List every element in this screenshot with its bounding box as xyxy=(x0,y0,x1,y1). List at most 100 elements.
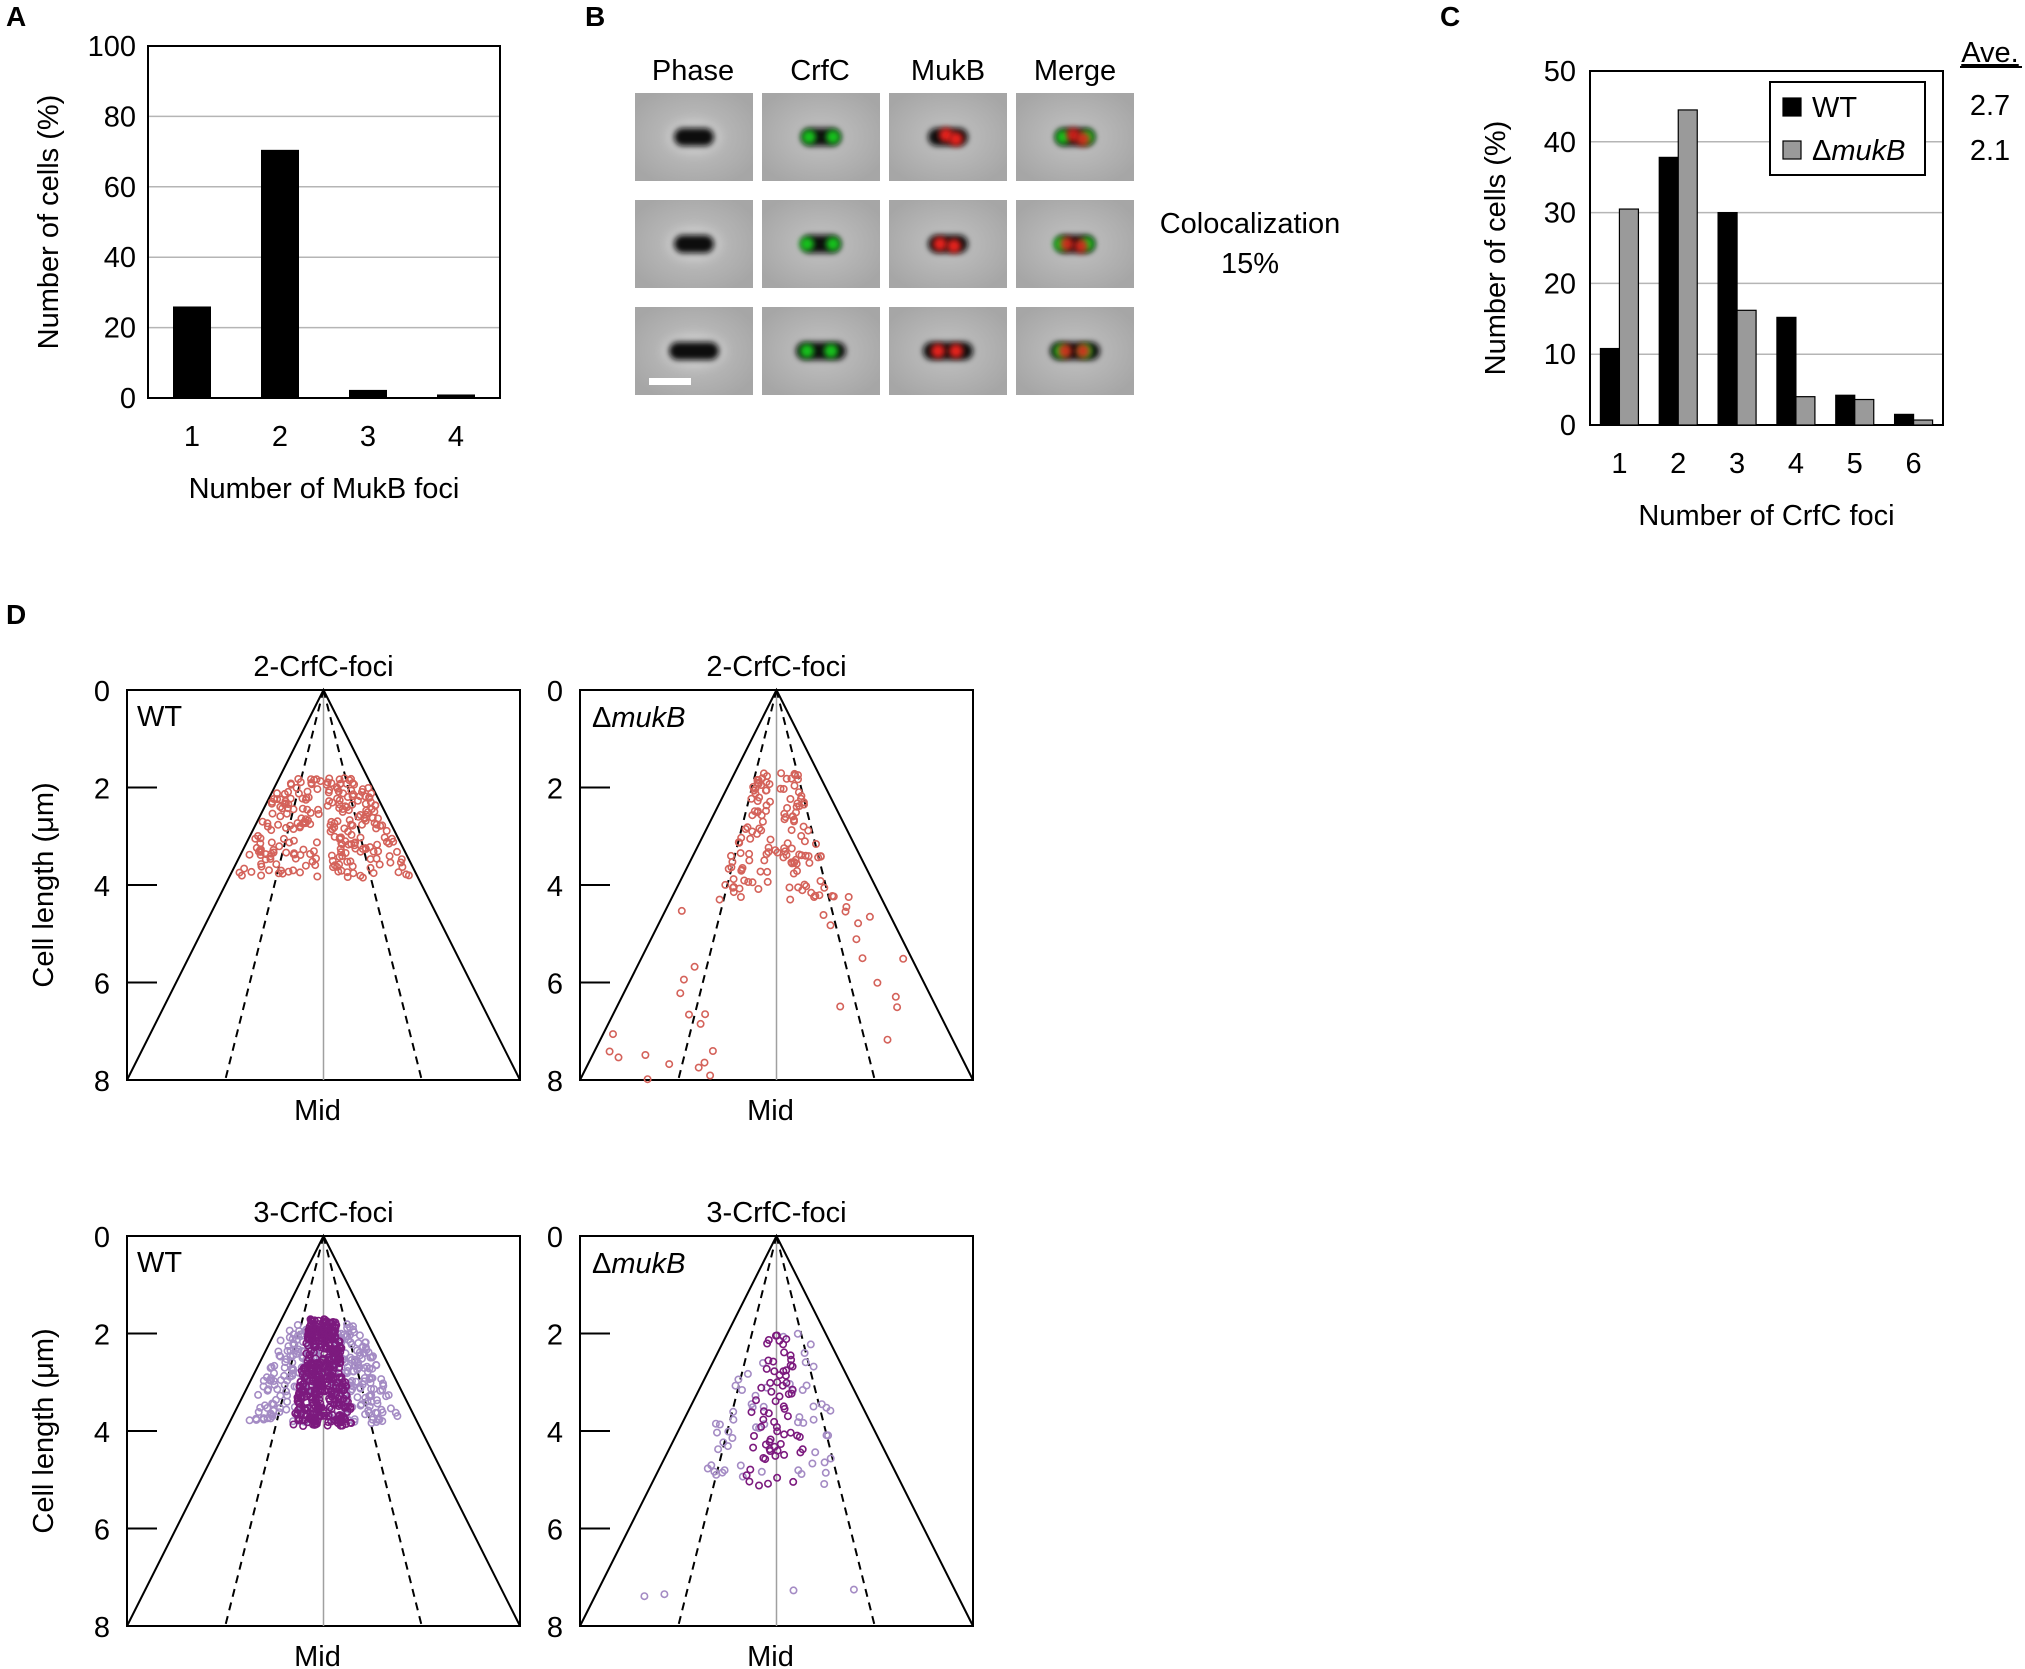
data-point xyxy=(745,849,754,858)
data-point xyxy=(317,1411,326,1420)
data-point xyxy=(343,857,352,866)
data-point xyxy=(780,1348,789,1357)
data-point xyxy=(765,780,774,789)
data-point xyxy=(294,1345,303,1354)
micrograph-tile xyxy=(635,307,753,395)
data-point xyxy=(333,1416,342,1425)
data-point xyxy=(330,1338,339,1347)
bar-wt xyxy=(1776,316,1797,426)
y-tick-label: 60 xyxy=(104,172,136,204)
micrograph-tile xyxy=(762,200,880,288)
data-point xyxy=(314,1373,323,1382)
position-plots: 0 2 4 6 8 2-CrfC-foci WT Mid Cell length (μm) 0 2 4… xyxy=(28,651,974,1669)
x-tick-label: 1 xyxy=(184,421,200,453)
data-point xyxy=(254,1390,263,1399)
data-point xyxy=(766,1435,775,1444)
data-point xyxy=(337,848,346,857)
data-point xyxy=(261,855,270,864)
data-point xyxy=(368,1374,377,1383)
data-point xyxy=(276,812,285,821)
data-point xyxy=(276,795,285,804)
data-point xyxy=(701,1010,710,1019)
data-point xyxy=(719,1438,728,1447)
data-point xyxy=(303,1361,312,1370)
data-point xyxy=(782,1378,791,1387)
data-point xyxy=(317,1337,326,1346)
data-point xyxy=(826,921,835,930)
panel-letter-d: D xyxy=(6,599,26,630)
data-point xyxy=(384,1391,393,1400)
data-point xyxy=(282,809,291,818)
data-point xyxy=(767,1387,776,1396)
data-point xyxy=(274,1347,283,1356)
data-point xyxy=(306,820,315,829)
data-point xyxy=(336,844,345,853)
data-point xyxy=(741,824,750,833)
data-point xyxy=(293,1397,302,1406)
x-tick-label: 5 xyxy=(1847,448,1863,480)
column-header-mukb: MukB xyxy=(911,55,985,87)
data-point xyxy=(771,846,780,855)
data-point xyxy=(757,1383,766,1392)
y-tick-label: 20 xyxy=(104,313,136,345)
data-point xyxy=(252,1415,261,1424)
data-point xyxy=(728,883,737,892)
data-point xyxy=(676,989,685,998)
data-point xyxy=(764,1356,773,1365)
data-point xyxy=(282,1405,291,1414)
data-point xyxy=(289,866,298,875)
data-point xyxy=(318,1354,327,1363)
data-point xyxy=(325,1333,334,1342)
data-point xyxy=(756,867,765,876)
data-point xyxy=(820,883,829,892)
data-point xyxy=(291,854,300,863)
data-point xyxy=(386,858,395,867)
data-point xyxy=(614,1053,623,1062)
colocalization-value: 15% xyxy=(1221,248,1279,280)
data-point xyxy=(311,1391,320,1400)
data-point xyxy=(765,1445,774,1454)
data-point xyxy=(361,799,370,808)
data-point xyxy=(269,1369,278,1378)
data-point xyxy=(277,866,286,875)
data-point xyxy=(274,820,283,829)
data-point xyxy=(288,1366,297,1375)
mukb-focus xyxy=(1060,237,1074,251)
data-point xyxy=(377,1375,386,1384)
data-point xyxy=(302,793,311,802)
data-point xyxy=(751,1396,760,1405)
data-point xyxy=(771,1397,780,1406)
x-tick-label: 4 xyxy=(1788,448,1804,480)
data-point xyxy=(272,860,281,869)
data-point xyxy=(852,935,861,944)
data-point xyxy=(748,1403,757,1412)
panel-letter-b: B xyxy=(585,1,605,32)
data-point xyxy=(256,1403,265,1412)
data-point xyxy=(784,1390,793,1399)
y-tick-label: 2 xyxy=(547,774,563,806)
data-point xyxy=(760,856,769,865)
data-point xyxy=(335,796,344,805)
data-point xyxy=(392,847,401,856)
data-point xyxy=(312,838,321,847)
data-point xyxy=(282,848,291,857)
bar-mukb xyxy=(1677,109,1698,426)
data-point xyxy=(341,1403,350,1412)
data-point xyxy=(797,831,806,840)
data-point xyxy=(391,1408,400,1417)
data-point xyxy=(714,1445,723,1454)
data-point xyxy=(729,1407,738,1416)
data-point xyxy=(780,1450,789,1459)
data-point xyxy=(793,771,802,780)
data-point xyxy=(312,1409,321,1418)
data-point xyxy=(743,1369,752,1378)
data-point xyxy=(809,1402,818,1411)
data-point xyxy=(343,827,352,836)
data-point xyxy=(373,840,382,849)
data-point xyxy=(278,804,287,813)
dot-layer xyxy=(640,1329,858,1601)
data-point xyxy=(292,1410,301,1419)
data-point xyxy=(350,841,359,850)
y-tick-label: 80 xyxy=(104,101,136,133)
data-point xyxy=(394,868,403,877)
